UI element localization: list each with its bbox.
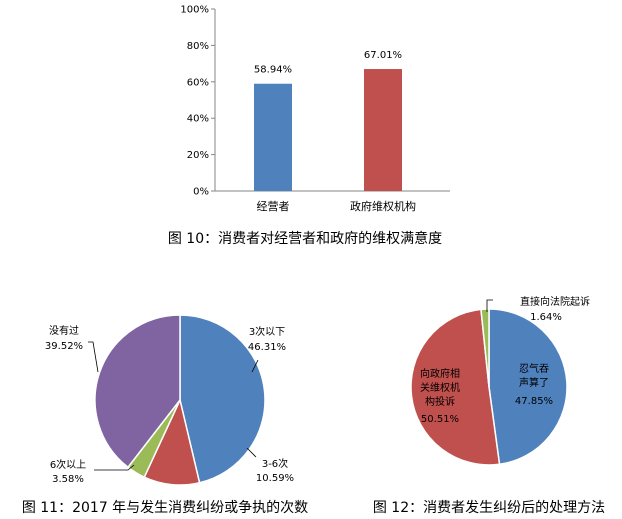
bar bbox=[364, 69, 402, 191]
pie1-label-3: 没有过 bbox=[49, 324, 79, 337]
pie1-value-0: 46.31% bbox=[248, 342, 286, 353]
y-tick-label: 0% bbox=[193, 187, 209, 198]
caption-figure-10: 图 10：消费者对经营者和政府的维权满意度 bbox=[168, 230, 442, 247]
y-tick-label: 20% bbox=[187, 150, 209, 161]
bar-data-label: 67.01% bbox=[364, 50, 402, 61]
pie2-value-0: 47.85% bbox=[515, 396, 553, 407]
pie2-value-2: 1.64% bbox=[530, 312, 562, 323]
pie1-leader-2 bbox=[94, 464, 135, 471]
pie1-label-1: 3-6次 bbox=[262, 457, 288, 470]
pie-chart-dispute-count bbox=[94, 314, 266, 486]
pie2-leader-2 bbox=[486, 299, 493, 312]
pie-slice bbox=[179, 314, 266, 484]
bar bbox=[254, 83, 292, 191]
pie2-label-1b: 关维权机 bbox=[420, 381, 460, 394]
pie2-label-1c: 构投诉 bbox=[425, 395, 455, 408]
y-axis-ticks: 0% 20% 40% 60% 80% 100% bbox=[180, 5, 215, 198]
y-tick-label: 80% bbox=[187, 41, 209, 52]
x-category-label: 经营者 bbox=[257, 199, 290, 213]
pie-chart-handling-method bbox=[410, 308, 568, 466]
y-tick-label: 40% bbox=[187, 114, 209, 125]
caption-figure-12: 图 12：消费者发生纠纷后的处理方法 bbox=[373, 500, 605, 516]
bar-data-label: 58.94% bbox=[254, 65, 292, 76]
pie1-leader-0 bbox=[251, 359, 259, 373]
caption-figure-11: 图 11：2017 年与发生消费纠纷或争执的次数 bbox=[22, 500, 308, 516]
y-tick-label: 100% bbox=[180, 5, 209, 16]
pie1-label-0: 3次以下 bbox=[249, 325, 285, 338]
pie-slice bbox=[94, 314, 181, 469]
pie1-value-1: 10.59% bbox=[256, 473, 294, 484]
pie2-label-0b: 声算了 bbox=[519, 376, 549, 389]
pie1-value-2: 3.58% bbox=[52, 474, 84, 485]
pie2-label-2: 直接向法院起诉 bbox=[520, 295, 590, 308]
x-category-label: 政府维权机构 bbox=[350, 199, 416, 213]
pie-slice bbox=[410, 308, 501, 466]
y-tick-label: 60% bbox=[187, 77, 209, 88]
pie2-label-0a: 忍气吞 bbox=[519, 362, 549, 375]
pie1-leader-1 bbox=[246, 447, 257, 458]
pie1-value-3: 39.52% bbox=[45, 341, 83, 352]
pie1-label-2: 6次以上 bbox=[50, 458, 86, 471]
pie2-value-1: 50.51% bbox=[421, 414, 459, 425]
pie-slice bbox=[488, 308, 568, 466]
pie1-leader-3 bbox=[88, 341, 99, 373]
pie-slice bbox=[480, 308, 490, 388]
pie2-label-1a: 向政府相 bbox=[420, 367, 460, 380]
bars: 58.94% 经营者 67.01% 政府维权机构 bbox=[254, 50, 416, 213]
bar-chart: 0% 20% 40% 60% 80% 100% 58.94% 经营者 67.01% 政府维权机构 bbox=[180, 5, 450, 213]
